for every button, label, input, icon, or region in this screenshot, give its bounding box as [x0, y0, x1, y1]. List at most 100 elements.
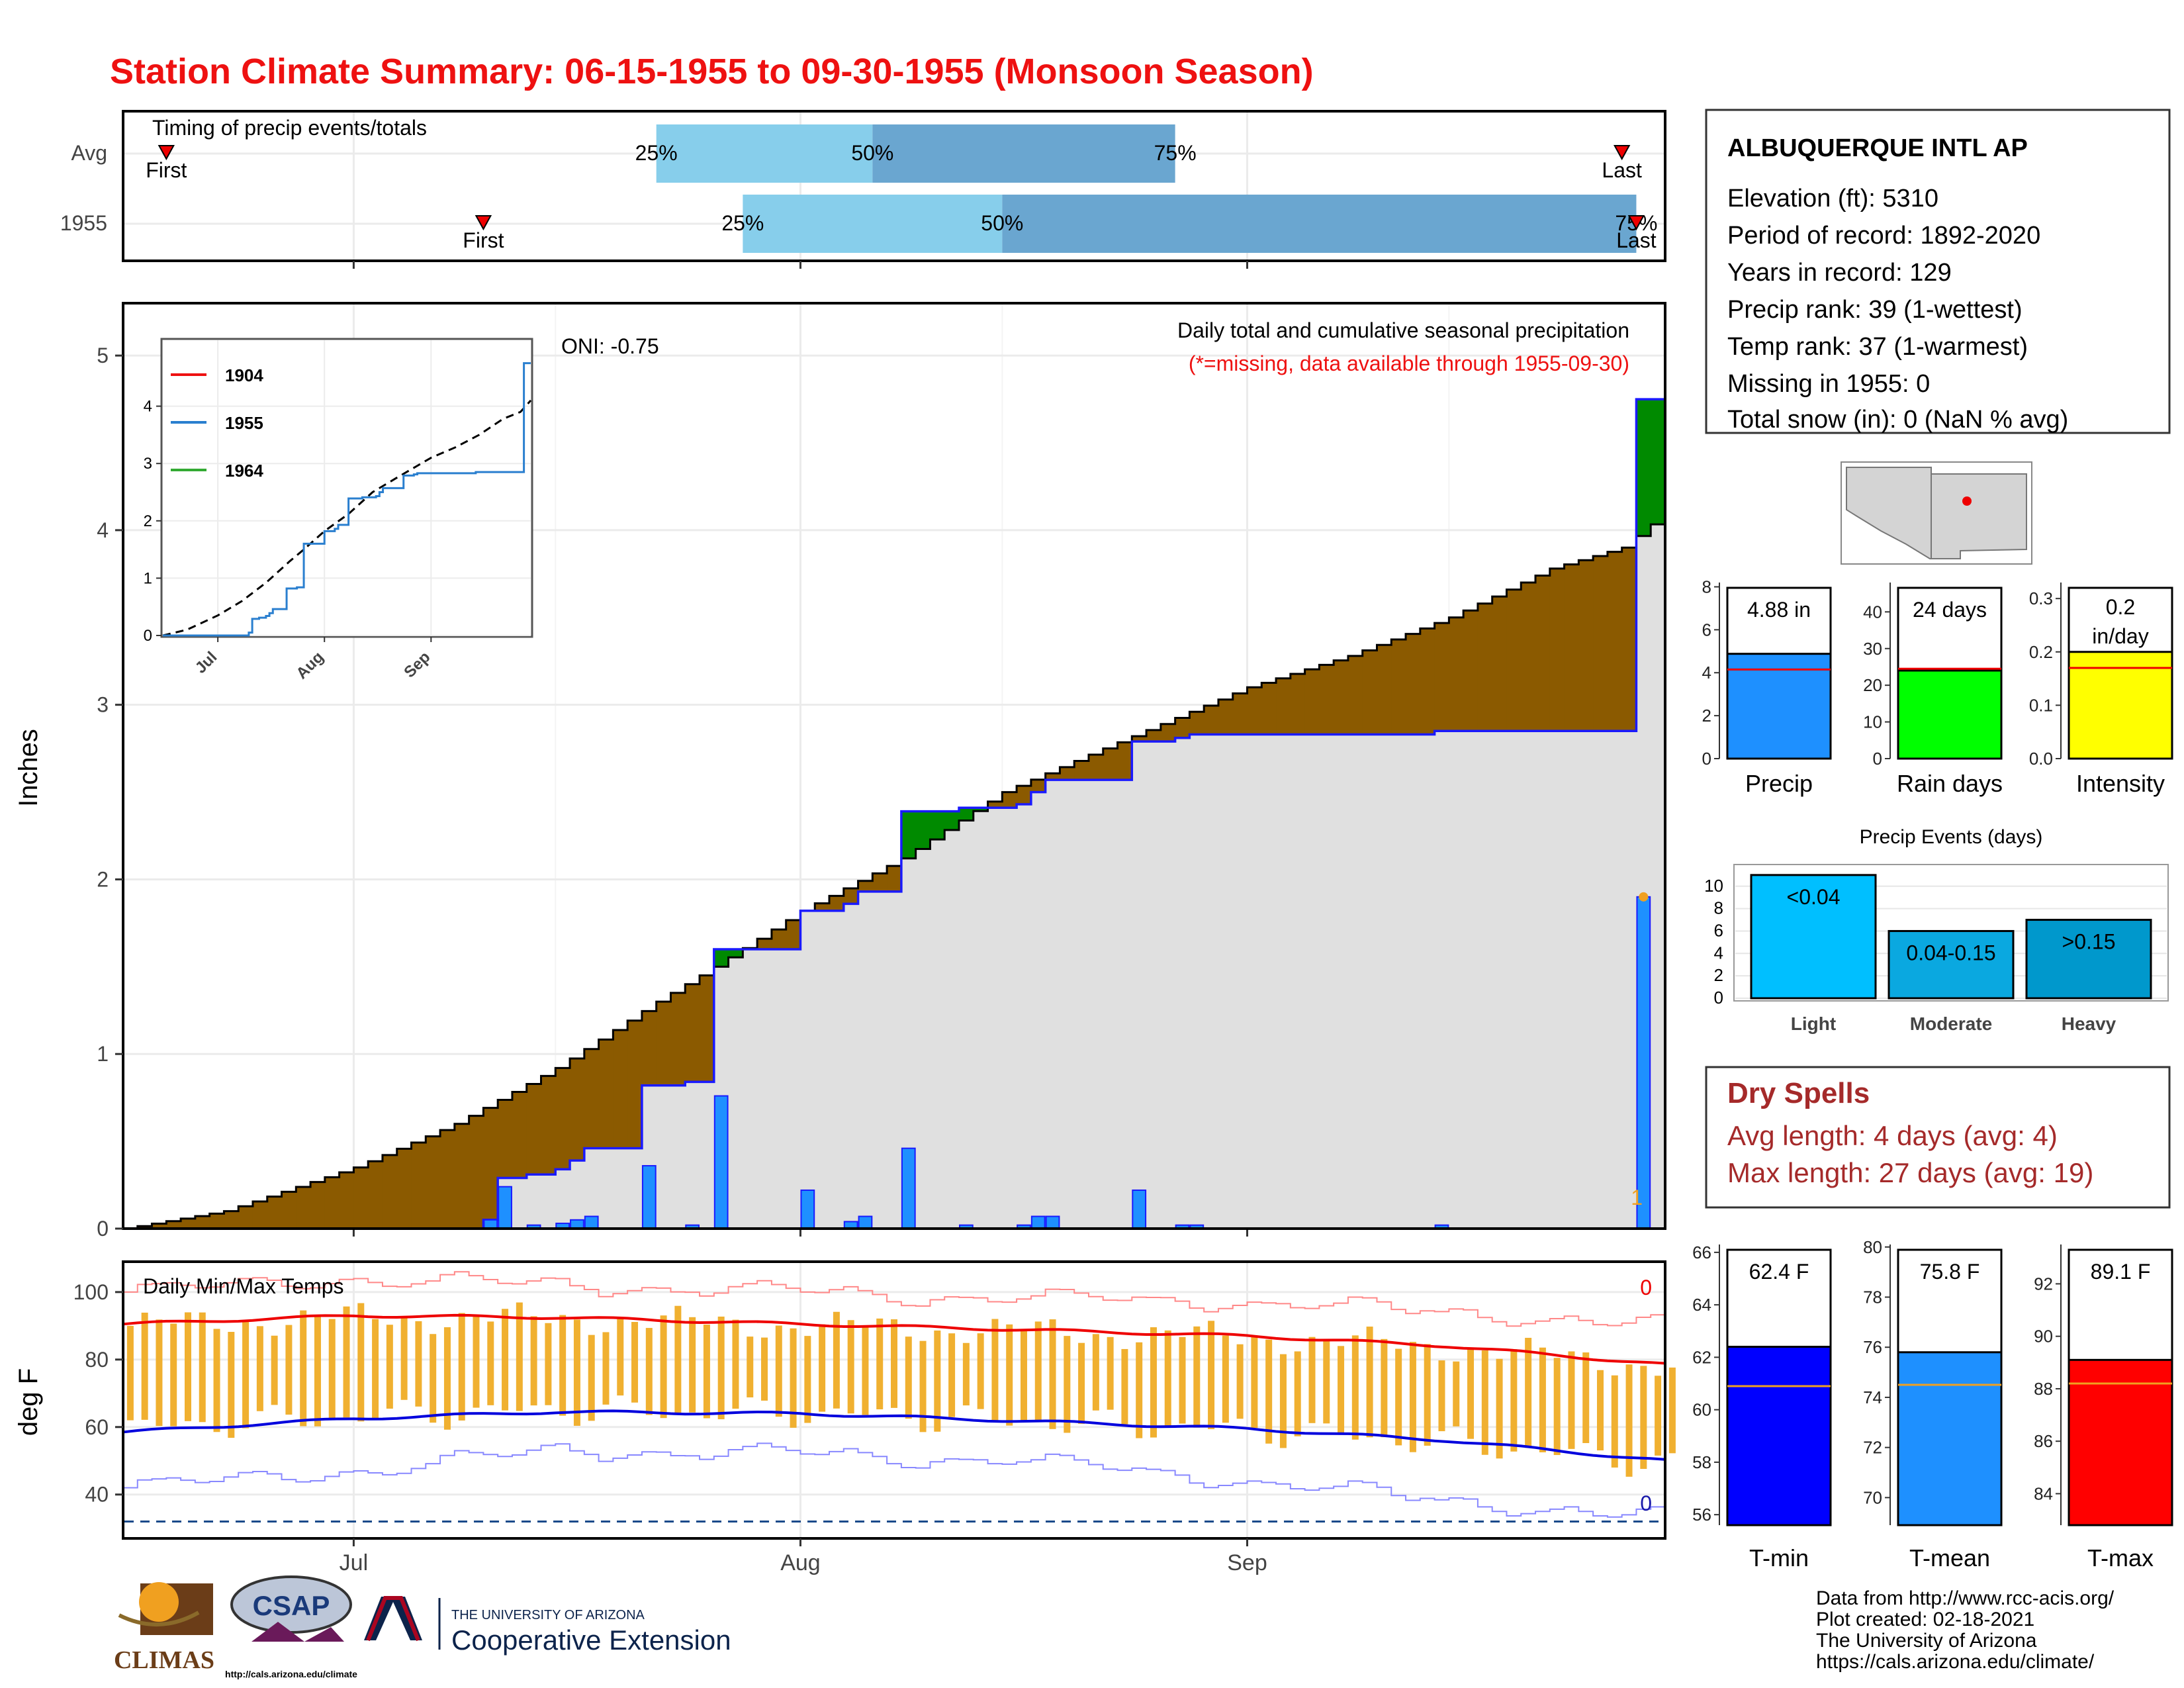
temp-daily-range-bar [1208, 1321, 1215, 1429]
temp-daily-range-bar [1597, 1370, 1604, 1451]
precip-deficit-day [454, 1123, 470, 1229]
timing-marker-avg-last [1613, 145, 1631, 161]
station-name: ALBUQUERQUE INTL AP [1727, 134, 2028, 162]
temp-daily-range-bar [314, 1315, 321, 1427]
temp-daily-range-bar [213, 1329, 220, 1432]
temp-daily-range-bar [1308, 1336, 1316, 1423]
precip-panel: 0 1 2 3 4 5 Inches Daily total and cumulative… [14, 302, 1666, 1241]
ua-logo-a-outline [366, 1596, 420, 1642]
precip-deficit-day [757, 939, 772, 949]
temp-daily-range-bar [819, 1324, 826, 1412]
station-line-snow: Total snow (in): 0 (NaN % avg) [1727, 406, 2068, 434]
temp-daily-range-bar [876, 1318, 884, 1410]
precip-deficit-day [1132, 736, 1147, 742]
summary-precip-ytick-label: 8 [1702, 577, 1711, 596]
precip-deficit-day [656, 1002, 672, 1086]
temp-daily-range-bar [1409, 1342, 1416, 1452]
summary-t-mean-name: T-mean [1909, 1544, 1990, 1571]
precip-deficit-day [613, 1030, 628, 1149]
temp-daily-range-bar [1078, 1342, 1085, 1424]
precip-daily-bar [800, 1189, 815, 1230]
events-bar-label-light: <0.04 [1787, 885, 1841, 909]
temp-daily-range-bar [919, 1340, 927, 1432]
summary-precip-ytick-label: 6 [1702, 620, 1711, 639]
temp-daily-range-bar [747, 1336, 754, 1397]
events-category-heavy: Heavy [2062, 1013, 2116, 1034]
precip-frame [122, 302, 1666, 1230]
ua-logo: THE UNIVERSITY OF ARIZONA Cooperative Ex… [364, 1596, 731, 1656]
temp-record-min-line [123, 1442, 1666, 1518]
summary-t-max-ytick-label: 92 [2034, 1274, 2053, 1293]
precip-deficit-day [396, 1149, 412, 1229]
precip-deficit-day [1175, 718, 1191, 738]
precip-deficit-day [1232, 693, 1248, 735]
temp-daily-range-bar [703, 1325, 710, 1419]
precip-deficit-day [498, 1100, 513, 1178]
climas-logo-swoosh [118, 1611, 200, 1626]
temp-daily-range-bar [1294, 1351, 1301, 1436]
temp-daily-range-bar [1164, 1330, 1171, 1428]
timing-bar-year-q25-q50 [743, 195, 1003, 253]
timing-label-year-first: First [463, 228, 504, 252]
precip-deficit-day [1290, 673, 1306, 735]
temp-daily-range-bar [1611, 1375, 1618, 1468]
timing-panel: Timing of precip events/totals Avg 1955 … [60, 110, 1666, 269]
map-station-marker [1962, 496, 1972, 506]
temp-avg-min-line [122, 1409, 1666, 1461]
page-title: Station Climate Summary: 06-15-1955 to 0… [110, 52, 1314, 91]
temp-daily-range-bar [1107, 1336, 1114, 1410]
temp-daily-range-bar [530, 1316, 537, 1406]
precip-deficit-day [1521, 583, 1536, 731]
precip-missing-note: (*=missing, data available through 1955-… [1189, 352, 1629, 375]
temp-ytick-label-40: 40 [85, 1483, 109, 1507]
temp-daily-range-bar [285, 1325, 293, 1415]
climas-logo-text: CLIMAS [114, 1646, 214, 1674]
precip-deficit-day [324, 1177, 340, 1229]
precip-deficit-day [353, 1167, 369, 1229]
climas-logo: CLIMAS [114, 1582, 214, 1674]
csap-logo-mountains [251, 1622, 344, 1642]
summary-t-min-ytick-label: 60 [1692, 1400, 1711, 1420]
precip-deficit-day [281, 1192, 296, 1229]
summary-t-min-value-bar [1726, 1346, 1832, 1526]
precip-daily-bar [901, 1147, 916, 1230]
station-frame [1705, 109, 2171, 434]
ua-logo-line2: Cooperative Extension [451, 1624, 731, 1656]
temp-daily-range-bar [1568, 1351, 1575, 1449]
temp-daily-range-bar [487, 1321, 494, 1405]
station-info-box: ALBUQUERQUE INTL AP Elevation (ft): 5310… [1705, 109, 2171, 434]
precip-deficit-day [483, 1107, 498, 1220]
inset-ytick-label-0: 0 [144, 627, 152, 645]
temp-xtick-label-jul: Jul [340, 1550, 368, 1575]
precip-deficit-day [1247, 687, 1262, 735]
precip-deficit-day [627, 1020, 643, 1149]
precip-deficit-day [209, 1213, 225, 1229]
temp-daily-range-bar [1539, 1347, 1546, 1452]
precip-deficit-day [1377, 645, 1392, 735]
temp-x-axis: Jul Aug Sep [340, 1538, 1267, 1575]
precip-deficit-day [1607, 551, 1623, 731]
summary-t-min-ytick-label: 66 [1692, 1243, 1711, 1262]
precip-deficit-day [166, 1221, 181, 1229]
summary-t-max-ytick-label: 86 [2034, 1431, 2053, 1451]
precip-deficit-day [700, 975, 715, 1082]
temp-ytick-label-60: 60 [85, 1415, 109, 1439]
precip-deficit-day [1535, 575, 1551, 731]
summary-rain-days-name: Rain days [1897, 770, 2003, 797]
timing-label-avg-last: Last [1602, 158, 1642, 182]
timing-label-avg-q50: 50% [851, 141, 893, 165]
precip-deficit-day [1261, 682, 1277, 735]
temp-daily-range-bar [1034, 1321, 1042, 1423]
events-bar-moderate [1888, 929, 2015, 1000]
summary-precip-value-label: 4.88 in [1747, 598, 1811, 622]
station-line-period: Period of record: 1892-2020 [1727, 222, 2040, 250]
temp-daily-range-bar [1640, 1366, 1647, 1470]
summary-bar-intensity: 0.0 0.1 0.2 0.3 0.2 in/day Intensity [2029, 583, 2173, 797]
temp-daily-range-bar [184, 1312, 191, 1421]
temp-daily-range-bar [473, 1317, 480, 1408]
temp-daily-range-bar [1064, 1336, 1071, 1433]
timing-label-avg-q25: 25% [635, 141, 678, 165]
precip-daily-bar [498, 1186, 512, 1229]
temp-daily-range-bar [617, 1319, 624, 1396]
